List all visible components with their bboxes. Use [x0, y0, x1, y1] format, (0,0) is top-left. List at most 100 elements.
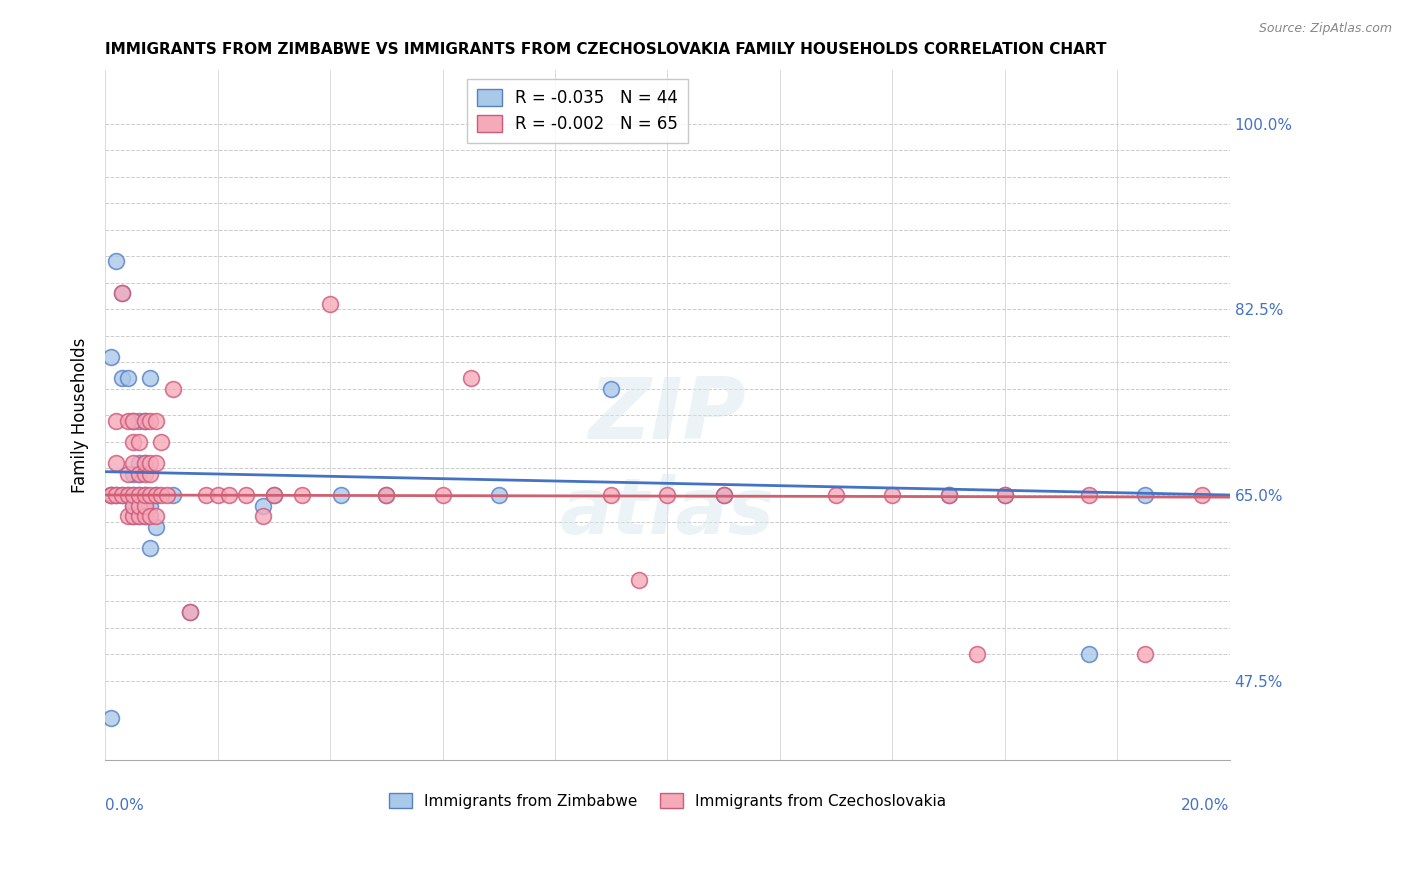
Point [139, 456, 162, 470]
Text: atlas: atlas [560, 474, 775, 550]
Point [128, 509, 150, 524]
Point [122, 499, 145, 513]
Point [460, 371, 482, 385]
Point [134, 509, 156, 524]
Point [134, 414, 156, 428]
Point [134, 509, 156, 524]
Point [195, 488, 218, 502]
Point [100, 488, 122, 502]
Point [139, 467, 162, 481]
Point [291, 488, 314, 502]
Point [156, 488, 179, 502]
Point [1135, 488, 1157, 502]
Point [882, 488, 904, 502]
Point [966, 647, 988, 661]
Point [100, 488, 122, 502]
Point [825, 488, 848, 502]
Point [111, 488, 134, 502]
Point [150, 434, 173, 449]
Point [263, 488, 285, 502]
Point [134, 467, 156, 481]
Point [134, 499, 156, 513]
Point [134, 499, 156, 513]
Point [117, 414, 139, 428]
Point [1135, 647, 1157, 661]
Point [134, 414, 156, 428]
Point [139, 414, 162, 428]
Point [122, 414, 145, 428]
Point [375, 488, 398, 502]
Point [1078, 488, 1101, 502]
Point [488, 488, 510, 502]
Point [117, 371, 139, 385]
Point [145, 414, 167, 428]
Point [111, 371, 134, 385]
Point [128, 509, 150, 524]
Point [145, 456, 167, 470]
Point [139, 488, 162, 502]
Text: 20.0%: 20.0% [1181, 798, 1230, 814]
Point [128, 456, 150, 470]
Point [145, 488, 167, 502]
Point [218, 488, 240, 502]
Text: Source: ZipAtlas.com: Source: ZipAtlas.com [1258, 22, 1392, 36]
Point [122, 434, 145, 449]
Point [122, 456, 145, 470]
Point [117, 488, 139, 502]
Point [139, 371, 162, 385]
Point [263, 488, 285, 502]
Point [139, 541, 162, 555]
Point [330, 488, 353, 502]
Point [252, 499, 274, 513]
Point [105, 488, 128, 502]
Point [235, 488, 257, 502]
Point [128, 499, 150, 513]
Point [100, 488, 122, 502]
Point [252, 509, 274, 524]
Point [117, 488, 139, 502]
Point [145, 488, 167, 502]
Point [179, 605, 201, 619]
Point [122, 509, 145, 524]
Point [134, 456, 156, 470]
Point [657, 488, 679, 502]
Point [122, 467, 145, 481]
Point [134, 488, 156, 502]
Point [938, 488, 960, 502]
Point [128, 499, 150, 513]
Text: IMMIGRANTS FROM ZIMBABWE VS IMMIGRANTS FROM CZECHOSLOVAKIA FAMILY HOUSEHOLDS COR: IMMIGRANTS FROM ZIMBABWE VS IMMIGRANTS F… [105, 42, 1107, 57]
Point [128, 488, 150, 502]
Point [179, 605, 201, 619]
Point [139, 499, 162, 513]
Point [938, 488, 960, 502]
Point [128, 434, 150, 449]
Point [145, 509, 167, 524]
Point [713, 488, 735, 502]
Point [117, 467, 139, 481]
Point [713, 488, 735, 502]
Point [128, 467, 150, 481]
Point [994, 488, 1017, 502]
Point [122, 499, 145, 513]
Point [600, 488, 623, 502]
Point [105, 456, 128, 470]
Legend: Immigrants from Zimbabwe, Immigrants from Czechoslovakia: Immigrants from Zimbabwe, Immigrants fro… [382, 787, 952, 814]
Point [111, 286, 134, 301]
Point [628, 573, 651, 587]
Point [117, 509, 139, 524]
Point [128, 488, 150, 502]
Point [122, 488, 145, 502]
Point [139, 509, 162, 524]
Point [105, 254, 128, 268]
Y-axis label: Family Households: Family Households [72, 338, 89, 493]
Point [145, 520, 167, 534]
Point [432, 488, 454, 502]
Point [994, 488, 1017, 502]
Point [134, 456, 156, 470]
Point [162, 488, 184, 502]
Point [105, 488, 128, 502]
Point [207, 488, 229, 502]
Point [100, 350, 122, 364]
Point [600, 382, 623, 396]
Text: ZIP: ZIP [589, 374, 747, 457]
